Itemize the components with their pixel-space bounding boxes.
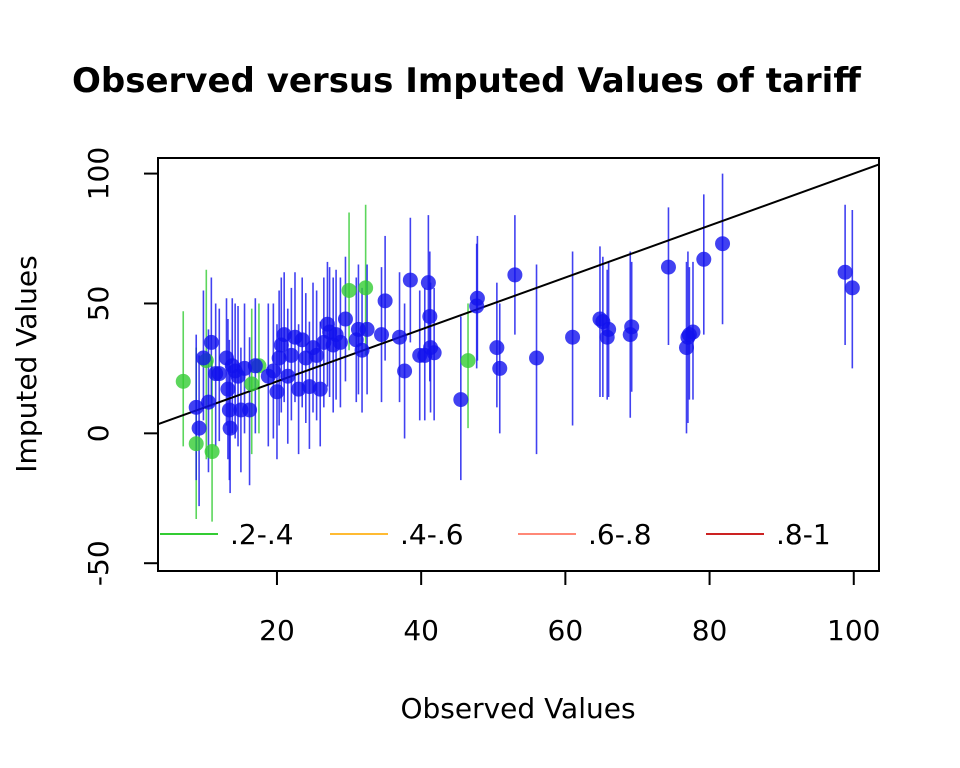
x-axis-label: Observed Values [400, 692, 635, 725]
data-point [715, 236, 730, 251]
y-axis-label: Imputed Values [10, 255, 43, 472]
data-point [685, 325, 700, 340]
data-point [529, 351, 544, 366]
data-point [403, 273, 418, 288]
data-point [266, 363, 281, 378]
legend: .2-.4 .4-.6 .6-.8 .8-1 [160, 518, 831, 551]
plot-content [158, 164, 879, 521]
data-point [244, 376, 259, 391]
data-point [470, 291, 485, 306]
legend-label: .2-.4 [230, 518, 294, 551]
y-tick-label: 100 [82, 147, 115, 200]
data-point [176, 374, 191, 389]
x-tick-label: 40 [403, 614, 439, 647]
y-tick-label: -50 [82, 540, 115, 586]
x-tick-label: 60 [548, 614, 584, 647]
legend-label: .4-.6 [400, 518, 464, 551]
data-point [489, 340, 504, 355]
data-point [212, 366, 227, 381]
data-point [378, 293, 393, 308]
data-point [360, 322, 375, 337]
data-point [601, 322, 616, 337]
data-point [220, 382, 235, 397]
data-point [196, 351, 211, 366]
legend-label: .6-.8 [588, 518, 652, 551]
data-point [845, 280, 860, 295]
data-point [284, 348, 299, 363]
legend-entry: .8-1 [706, 518, 831, 551]
data-point [248, 358, 263, 373]
x-tick-label: 20 [259, 614, 295, 647]
data-point [661, 260, 676, 275]
data-point [392, 330, 407, 345]
legend-entry: .2-.4 [160, 518, 294, 551]
data-point [189, 436, 204, 451]
data-point [838, 265, 853, 280]
data-point [507, 267, 522, 282]
data-point [280, 369, 295, 384]
chart-title: Observed versus Imputed Values of tariff [72, 61, 861, 101]
reference-line [158, 164, 879, 424]
x-tick-label: 100 [827, 614, 880, 647]
x-axis: 20 40 60 80 100 [259, 571, 880, 647]
data-point [201, 395, 216, 410]
data-point [333, 335, 348, 350]
data-point [565, 330, 580, 345]
data-point [696, 252, 711, 267]
data-point [342, 283, 357, 298]
y-tick-label: 50 [82, 286, 115, 322]
y-axis: -50 0 50 100 [82, 147, 158, 586]
data-point [461, 353, 476, 368]
data-point [338, 312, 353, 327]
data-point [427, 345, 442, 360]
legend-entry: .4-.6 [330, 518, 464, 551]
data-point [397, 363, 412, 378]
data-point [269, 384, 284, 399]
data-point [624, 319, 639, 334]
data-point [309, 348, 324, 363]
data-point [453, 392, 468, 407]
data-point [313, 382, 328, 397]
legend-entry: .6-.8 [518, 518, 652, 551]
data-point [223, 421, 238, 436]
data-point [205, 444, 220, 459]
y-tick-label: 0 [82, 424, 115, 442]
data-point [192, 421, 207, 436]
legend-label: .8-1 [776, 518, 831, 551]
data-point [358, 280, 373, 295]
data-point [204, 335, 219, 350]
data-point [355, 343, 370, 358]
x-tick-label: 80 [692, 614, 728, 647]
data-point [242, 402, 257, 417]
data-point [421, 275, 436, 290]
data-point [374, 327, 389, 342]
data-point [422, 309, 437, 324]
data-point [492, 361, 507, 376]
